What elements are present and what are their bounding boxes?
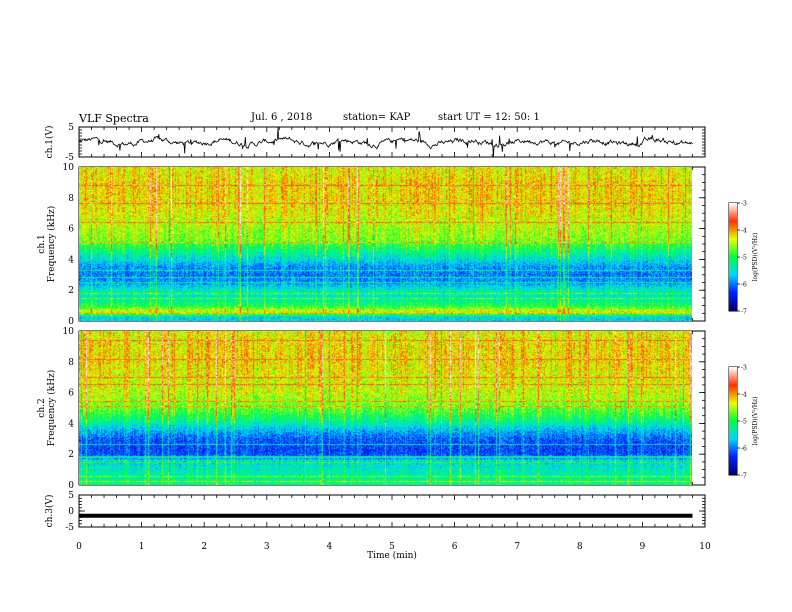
y-axis-label: Frequency (kHz) — [46, 370, 57, 447]
ch2-colorbar — [729, 367, 737, 475]
ch1-colorbar — [729, 203, 737, 311]
x-tick-label: 0 — [76, 542, 82, 552]
colorbar-label: log(PSD)(V²/Hz) — [752, 397, 759, 446]
colorbar-label: log(PSD)(V²/Hz) — [752, 233, 759, 282]
x-tick-label: 7 — [514, 542, 520, 552]
figure-title: VLF Spectra — [79, 112, 149, 125]
ch1-spec-ylabel: ch.1 Frequency (kHz) — [37, 206, 57, 283]
y-tick-label: 4 — [68, 419, 74, 429]
x-tick-label: 9 — [640, 542, 646, 552]
y-tick-label: 2 — [68, 286, 74, 296]
y-tick-label: 4 — [68, 255, 74, 265]
y-tick-label: 6 — [68, 225, 74, 235]
y-tick-label: 10 — [63, 163, 75, 173]
y-tick-label: 0 — [68, 481, 74, 491]
x-axis-label: Time (min) — [367, 550, 417, 561]
y-tick-label: 0 — [68, 507, 74, 517]
colorbar-tick-label: -6 — [741, 282, 747, 289]
x-tick-label: 10 — [699, 542, 711, 552]
colorbar-tick-label: -7 — [741, 309, 747, 316]
date-label: Jul. 6 , 2018 — [251, 112, 313, 123]
x-tick-label: 2 — [201, 542, 207, 552]
x-tick-label: 6 — [452, 542, 458, 552]
y-axis-label: Frequency (kHz) — [46, 206, 57, 283]
colorbar-tick-label: -5 — [741, 255, 747, 262]
start-time-label: start UT = 12: 50: 1 — [438, 112, 540, 123]
ch2-spectrogram-image — [79, 331, 692, 485]
ch2-spec-ylabel: ch.2 Frequency (kHz) — [37, 370, 57, 447]
colorbar-tick-label: -4 — [741, 228, 747, 235]
ch2-colorbar-label: log(PSD)(V²/Hz) — [752, 397, 759, 446]
ch3-ylabel: ch.3(V) — [44, 495, 55, 528]
x-tick-label: 3 — [264, 542, 270, 552]
x-tick-label: 1 — [139, 542, 145, 552]
y-tick-label: 8 — [68, 194, 74, 204]
x-tick-label: 4 — [327, 542, 333, 552]
y-axis-label: ch.3(V) — [44, 495, 55, 528]
colorbar-tick-label: -5 — [741, 419, 747, 426]
y-tick-label: 2 — [68, 450, 74, 460]
ch1-ylabel: ch.1(V) — [44, 126, 55, 159]
colorbar-tick-label: -7 — [741, 473, 747, 480]
y-tick-label: -5 — [65, 523, 74, 533]
colorbar-tick-label: -4 — [741, 392, 747, 399]
y-tick-label: 5 — [68, 491, 74, 501]
colorbar-tick-label: -3 — [741, 365, 747, 372]
x-tick-label: 5 — [389, 542, 395, 552]
y-tick-label: 8 — [68, 358, 74, 368]
y-axis-label: ch.1 — [37, 234, 47, 253]
colorbar-tick-label: -3 — [741, 201, 747, 208]
y-tick-label: 0 — [68, 317, 74, 327]
x-tick-label: 8 — [577, 542, 583, 552]
y-tick-label: -5 — [65, 153, 74, 163]
ch1-waveform-trace — [78, 126, 693, 158]
station-label: station= KAP — [343, 112, 411, 123]
y-tick-label: 6 — [68, 389, 74, 399]
ch1-colorbar-label: log(PSD)(V²/Hz) — [752, 233, 759, 282]
colorbar-tick-label: -6 — [741, 446, 747, 453]
y-tick-label: 5 — [68, 123, 74, 133]
ch1-spectrogram-image — [79, 167, 692, 321]
y-axis-label: ch.2 — [37, 398, 47, 417]
y-tick-label: 10 — [63, 327, 75, 337]
y-axis-label: ch.1(V) — [44, 126, 55, 159]
